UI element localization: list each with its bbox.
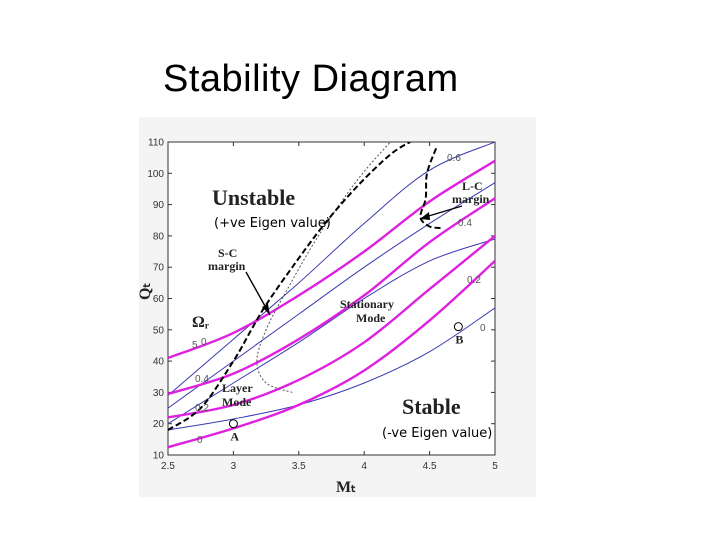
x-tick-label: 5 <box>492 461 498 472</box>
magenta-curve-0.4 <box>168 197 495 396</box>
y-tick-label: 40 <box>153 357 165 368</box>
magenta-curve-0 <box>168 260 495 449</box>
blue-label-0.4: 0.4 <box>458 218 472 229</box>
sc-margin-curve <box>168 142 411 431</box>
dotted-boundary-curve <box>256 142 391 393</box>
magenta-curve-0.2 <box>168 234 495 419</box>
magenta-label-0: 0 <box>197 435 203 446</box>
point-B <box>453 322 463 332</box>
y-tick-label: 110 <box>148 138 164 149</box>
x-axis-label: Mₜ <box>336 479 356 496</box>
y-axis-label: Qₜ <box>137 283 154 300</box>
lc-margin-curve <box>419 147 443 230</box>
magenta-label-0.6: 0 <box>201 337 207 348</box>
unstable-note: (+ve Eigen value) <box>214 216 331 231</box>
layer-mode-label-2: Mode <box>222 395 252 409</box>
magenta-curve-0.6 <box>168 159 495 360</box>
stable-note: (-ve Eigen value) <box>382 426 492 441</box>
sc-margin-arrowhead <box>262 304 270 315</box>
blue-label-0.6: 0.6 <box>447 153 461 164</box>
y-tick-label: 100 <box>147 169 164 180</box>
point-A <box>228 419 238 429</box>
blue-curve-0.6 <box>168 142 495 396</box>
unstable-label: Unstable <box>212 185 295 210</box>
point-label-B: B <box>455 333 463 347</box>
lc-margin-arrowhead <box>420 212 430 220</box>
x-tick-label: 3.5 <box>292 461 306 472</box>
slide-title: Stability Diagram <box>163 58 459 100</box>
y-tick-label: 10 <box>153 451 165 462</box>
lc-margin-label-1: L-C <box>462 179 483 193</box>
x-tick-label: 3 <box>231 461 237 472</box>
point-label-A: A <box>230 430 239 444</box>
y-tick-label: 70 <box>153 263 165 274</box>
blue-curve-0.4 <box>168 182 495 409</box>
x-axis: 2.5 3 3.5 4 4.5 5 <box>161 142 498 472</box>
y-tick-label: 80 <box>153 231 165 242</box>
stationary-mode-label-1: Stationary <box>340 297 394 311</box>
magenta-label-0.4: 0.4 <box>195 374 209 385</box>
x-tick-label: 4.5 <box>423 461 437 472</box>
y-tick-label: 60 <box>153 294 165 305</box>
blue-curve-0 <box>168 307 495 431</box>
curves <box>168 142 495 449</box>
stable-label: Stable <box>402 394 461 419</box>
lc-margin-label-2: margin <box>452 192 490 206</box>
magenta-label-0.2: 0.2 <box>195 403 209 414</box>
data-points: AB <box>228 322 463 444</box>
y-tick-label: 90 <box>153 200 165 211</box>
blue-curve-0.2 <box>168 238 495 425</box>
blue-label-0: 0 <box>480 323 486 334</box>
y-tick-label: 20 <box>153 419 165 430</box>
y-tick-label: 30 <box>153 388 165 399</box>
sc-margin-label-2: margin <box>208 259 246 273</box>
x-tick-label: 4 <box>361 461 367 472</box>
blue-label-0.2: 0.2 <box>467 275 481 286</box>
y-tick-label: 50 <box>153 325 165 336</box>
stationary-mode-label-2: Mode <box>356 311 386 325</box>
sc-margin-label-1: S-C <box>218 246 237 260</box>
omega-value-label: 5 <box>192 340 198 351</box>
layer-mode-label-1: Layer <box>222 381 253 395</box>
x-tick-label: 2.5 <box>161 461 175 472</box>
omega-label: Ωᵣ <box>192 314 209 331</box>
